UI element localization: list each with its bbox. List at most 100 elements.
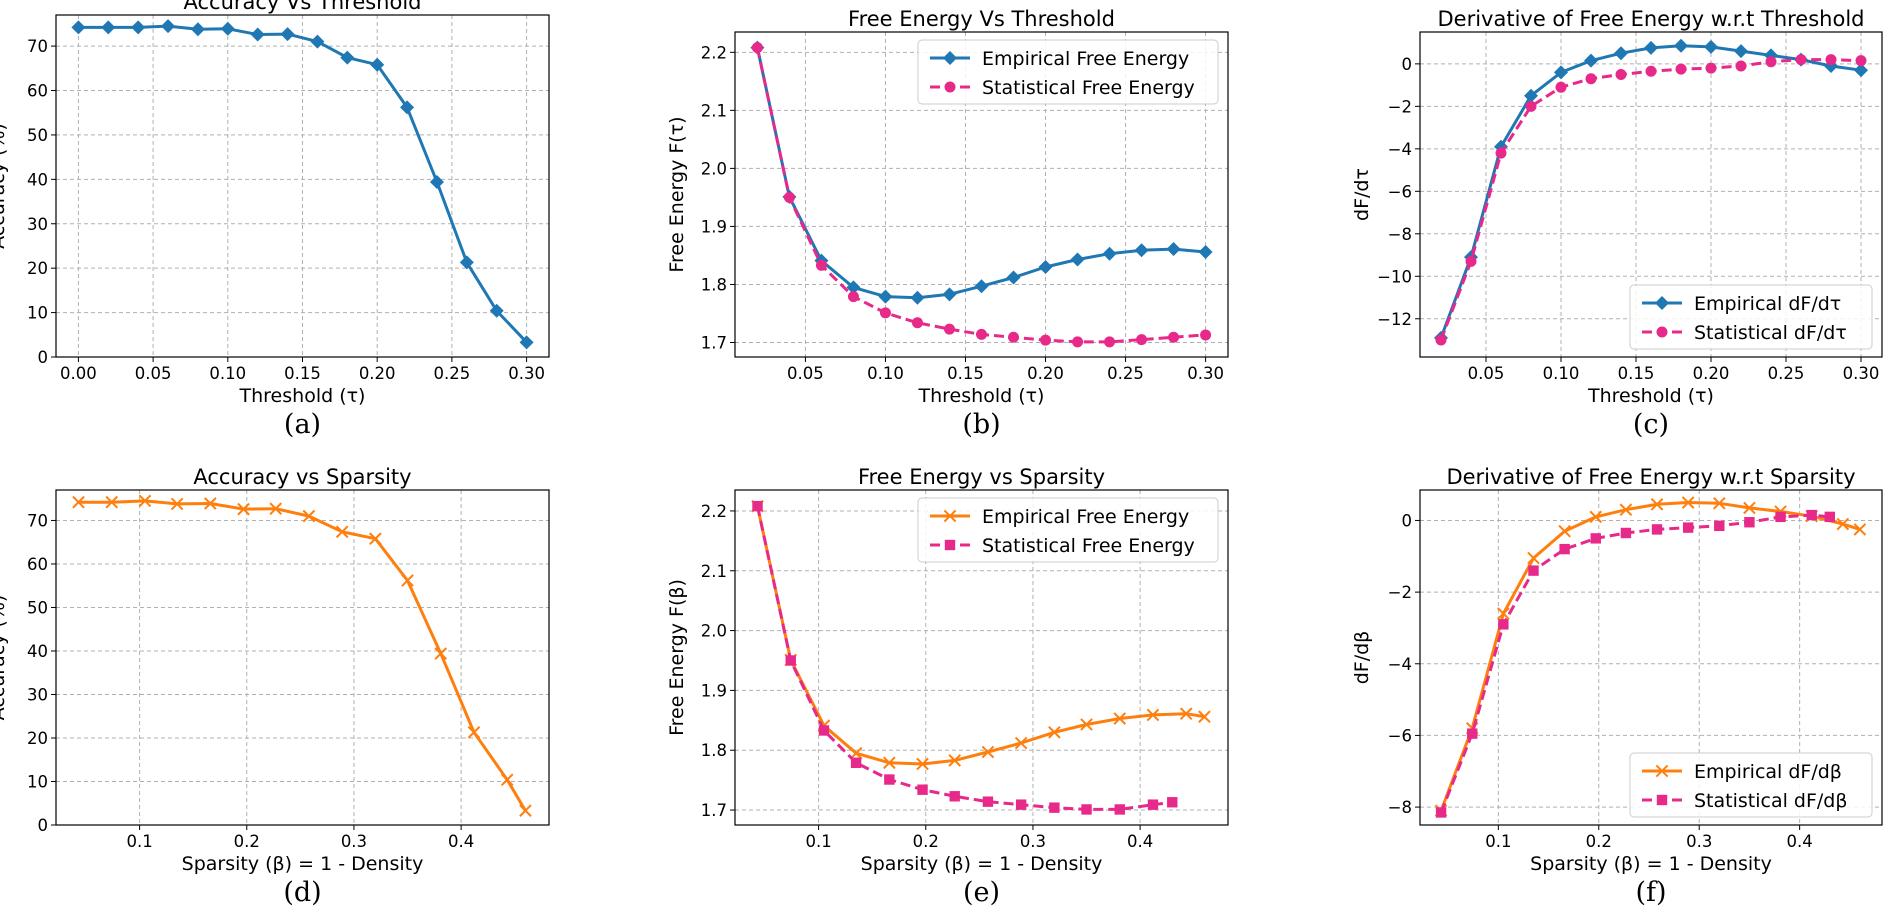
data-point <box>847 291 859 303</box>
data-point <box>1795 54 1807 66</box>
data-point <box>369 532 382 546</box>
y-tick-label: −4 <box>1388 655 1412 674</box>
data-point <box>1495 147 1507 159</box>
chart-d: 0.1 0.2 0.3 0.4 0 10 20 30 40 50 60 70 Accuracy vs S… <box>0 465 550 908</box>
legend-label: Statistical dF/dβ <box>1694 790 1848 812</box>
y-tick-label: 30 <box>27 215 48 234</box>
data-point <box>467 726 481 739</box>
data-point <box>1198 244 1213 259</box>
y-tick-label: 20 <box>27 259 48 278</box>
data-point <box>1743 501 1756 515</box>
y-axis-label: Accuracy (%) <box>0 123 9 249</box>
x-tick-label: 0.30 <box>1843 364 1880 383</box>
data-point <box>434 647 448 660</box>
data-point <box>1006 270 1021 285</box>
y-tick-label: −12 <box>1377 310 1412 329</box>
y-tick-label: 0 <box>38 816 49 835</box>
y-tick-label: 2.0 <box>701 159 727 178</box>
x-axis-label: Threshold (τ) <box>1587 385 1714 407</box>
data-point <box>751 42 763 54</box>
legend-marker <box>944 81 956 93</box>
data-point <box>1497 607 1510 620</box>
data-point <box>1465 255 1477 267</box>
x-tick-label: 0.15 <box>284 364 321 383</box>
legend-label: Empirical dF/dτ <box>1694 293 1841 315</box>
x-tick-label: 0.15 <box>947 364 984 383</box>
data-point <box>884 774 895 785</box>
series-statistical-free-energy <box>751 42 1212 348</box>
data-point <box>1645 65 1657 77</box>
data-point <box>942 287 957 302</box>
legend-label: Statistical Free Energy <box>982 535 1195 557</box>
data-point <box>1674 38 1688 53</box>
x-tick-label: 0.1 <box>805 832 831 851</box>
data-point <box>1081 804 1092 815</box>
y-tick-label: 40 <box>27 170 48 189</box>
chart-c: 0.05 0.10 0.15 0.20 0.25 0.30 −12 −10 −8 −6 −4 −2 0 D… <box>1351 7 1883 440</box>
data-point <box>1179 707 1193 721</box>
series-line <box>756 505 1173 811</box>
x-tick-label: 0.2 <box>234 832 260 851</box>
data-point <box>948 754 962 767</box>
y-tick-label: 10 <box>27 772 48 791</box>
data-point <box>1015 799 1027 810</box>
data-point <box>1167 797 1178 808</box>
data-point <box>1200 329 1212 341</box>
data-point <box>170 497 184 511</box>
data-point <box>1682 522 1694 533</box>
data-point <box>1735 60 1747 72</box>
data-point <box>1644 40 1658 55</box>
data-point <box>1590 533 1601 544</box>
x-axis-label: Threshold (τ) <box>918 385 1045 407</box>
data-point <box>500 773 514 787</box>
data-point <box>1102 246 1117 261</box>
data-point <box>1620 527 1632 539</box>
data-point <box>1104 336 1116 348</box>
plot-frame <box>1419 31 1883 358</box>
x-tick-label: 0.3 <box>341 832 367 851</box>
data-point <box>105 495 119 509</box>
subfigure-caption: (d) <box>283 877 321 908</box>
data-point <box>815 259 827 271</box>
data-point <box>1040 334 1052 346</box>
legend-marker <box>943 51 957 65</box>
x-axis-label: Sparsity (β) = 1 - Density <box>182 853 424 875</box>
data-point <box>161 19 176 34</box>
x-axis-label: Sparsity (β) = 1 - Density <box>1530 853 1772 875</box>
plot-frame <box>1419 489 1883 826</box>
data-point <box>250 27 265 42</box>
y-tick-label: 0 <box>1402 511 1413 530</box>
y-tick-label: 2.2 <box>701 502 727 521</box>
plot-frame <box>734 31 1229 358</box>
data-point <box>335 525 349 539</box>
subfigure-caption: (c) <box>1633 409 1669 440</box>
data-point <box>340 50 355 65</box>
data-point <box>943 323 955 335</box>
data-point <box>1854 63 1868 78</box>
x-tick-label: 0.1 <box>1485 832 1511 851</box>
series-line <box>78 24 528 344</box>
data-point <box>71 20 86 35</box>
y-tick-label: 50 <box>27 598 48 617</box>
x-tick-label: 0.05 <box>1468 364 1505 383</box>
data-point <box>400 100 415 115</box>
data-point <box>1614 46 1628 61</box>
data-point <box>1615 68 1627 80</box>
subfigure-caption: (f) <box>1635 877 1666 908</box>
data-point <box>237 502 250 516</box>
x-tick-label: 0.30 <box>1187 364 1224 383</box>
data-point <box>131 20 146 35</box>
data-point <box>1558 524 1571 538</box>
x-tick-label: 0.3 <box>1020 832 1046 851</box>
data-point <box>1528 565 1539 576</box>
y-tick-label: 2.0 <box>701 622 727 641</box>
y-axis-label: Accuracy (%) <box>0 595 9 721</box>
y-tick-label: 60 <box>27 82 48 101</box>
y-tick-label: 30 <box>27 685 48 704</box>
plot-frame <box>55 489 550 826</box>
data-point <box>429 175 444 190</box>
x-tick-label: 0.10 <box>867 364 904 383</box>
data-point <box>302 509 316 523</box>
data-point <box>1498 619 1509 630</box>
data-point <box>1555 81 1567 93</box>
